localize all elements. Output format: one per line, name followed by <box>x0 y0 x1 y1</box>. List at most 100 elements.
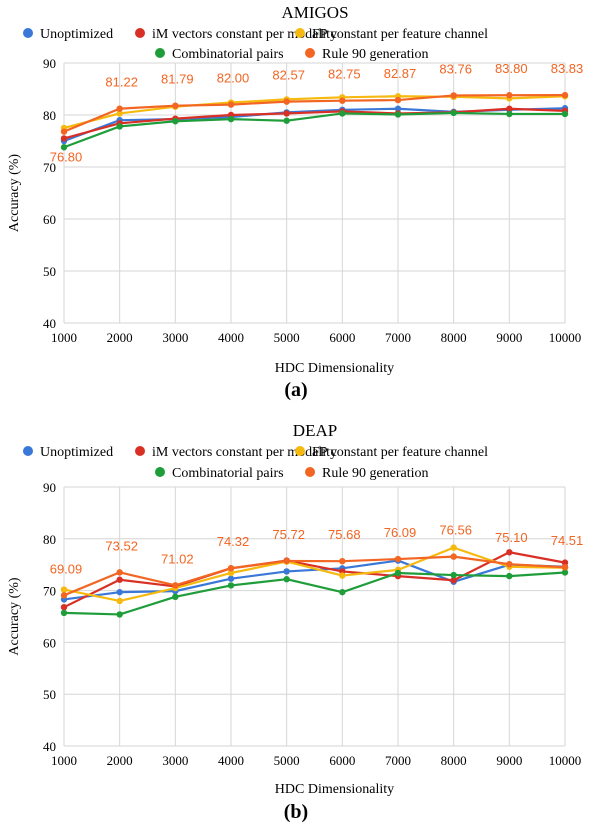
data-point <box>561 559 569 566</box>
data-label: 74.51 <box>551 533 584 548</box>
x-tick-label: 1000 <box>51 753 77 768</box>
y-tick-label: 60 <box>43 212 56 227</box>
data-point <box>339 97 346 104</box>
legend-marker <box>135 446 145 456</box>
data-point <box>450 571 457 579</box>
data-label: 73.52 <box>105 538 138 553</box>
data-point <box>506 549 513 556</box>
data-point <box>172 582 179 589</box>
data-label: 76.09 <box>384 525 417 540</box>
y-axis-title: Accuracy (%) <box>7 577 22 655</box>
data-point <box>450 92 457 99</box>
y-tick-label: 70 <box>43 584 56 599</box>
data-point <box>60 128 68 135</box>
legend-item: iM vectors constant per modality <box>135 27 337 42</box>
y-tick-label: 70 <box>43 160 56 175</box>
y-tick-label: 90 <box>43 480 56 495</box>
data-label: 83.80 <box>495 61 528 76</box>
data-point <box>561 110 569 118</box>
data-point <box>283 98 290 105</box>
series-combinatorial-pairs <box>60 569 569 618</box>
x-tick-label: 1000 <box>51 330 77 345</box>
x-tick-label: 9000 <box>496 330 522 345</box>
series-line <box>63 107 566 140</box>
data-point <box>283 568 290 575</box>
data-point <box>116 588 123 596</box>
chart-title: DEAP <box>293 421 337 440</box>
x-tick-label: 10000 <box>549 330 582 345</box>
data-label: 83.76 <box>439 61 472 76</box>
data-point <box>506 92 513 99</box>
x-tick-label: 4000 <box>218 330 244 345</box>
data-point <box>116 611 123 618</box>
x-tick-label: 2000 <box>107 753 133 768</box>
data-label: 82.87 <box>384 66 417 81</box>
data-point <box>450 553 457 560</box>
data-point <box>283 117 290 124</box>
data-point <box>394 96 402 104</box>
data-label: 83.83 <box>551 61 584 76</box>
series-line <box>63 555 566 597</box>
x-tick-label: 3000 <box>162 330 188 345</box>
data-point <box>506 105 513 112</box>
data-point <box>339 557 346 565</box>
series-combinatorial-pairs <box>60 109 569 151</box>
y-tick-label: 40 <box>43 316 56 331</box>
x-axis-title: HDC Dimensionality <box>275 782 394 797</box>
series-line <box>63 546 566 603</box>
data-point <box>506 560 513 568</box>
legend-item: Combinatorial pairs <box>155 466 284 481</box>
x-tick-label: 6000 <box>329 330 355 345</box>
data-point <box>116 110 123 117</box>
series-line <box>63 93 566 133</box>
legend-marker <box>295 446 305 456</box>
x-tick-label: 5000 <box>274 330 300 345</box>
legend-label: Combinatorial pairs <box>172 466 284 481</box>
series-im-vectors-constant-per-modality <box>60 549 569 611</box>
legend-item: FP constant per feature channel <box>295 27 488 42</box>
data-label: 76.80 <box>50 150 83 165</box>
data-label: 71.02 <box>161 551 194 566</box>
chart-title: AMIGOS <box>281 3 348 22</box>
legend-label: Rule 90 generation <box>322 466 429 481</box>
y-tick-label: 60 <box>43 635 56 650</box>
legend-label: FP constant per feature channel <box>312 27 488 42</box>
legend-marker <box>305 467 315 477</box>
legend-item: Rule 90 generation <box>305 47 429 62</box>
y-tick-label: 40 <box>43 739 56 754</box>
data-label: 76.56 <box>439 523 472 538</box>
legend-label: iM vectors constant per modality <box>152 445 337 460</box>
panel-label: (b) <box>284 801 308 823</box>
legend-item: Unoptimized <box>23 445 113 460</box>
data-label: 75.68 <box>328 527 361 542</box>
data-point <box>561 91 569 99</box>
series-unoptimized <box>60 557 569 603</box>
x-tick-label: 9000 <box>496 753 522 768</box>
x-tick-label: 3000 <box>162 753 188 768</box>
data-point <box>506 572 513 580</box>
x-tick-label: 2000 <box>107 330 133 345</box>
x-tick-label: 7000 <box>385 330 411 345</box>
data-label: 74.32 <box>217 534 250 549</box>
data-point <box>506 110 513 118</box>
data-point <box>116 105 123 112</box>
data-label: 75.72 <box>272 527 305 542</box>
data-point <box>450 109 457 117</box>
series-rule-90-generation: 76.80 81.22 81.79 82.00 82.57 82.75 82.87 83.76… <box>50 61 584 165</box>
legend-item: Unoptimized <box>23 27 113 42</box>
data-point <box>116 569 123 576</box>
x-tick-label: 7000 <box>385 753 411 768</box>
legend-label: FP constant per feature channel <box>312 445 488 460</box>
data-point <box>394 111 402 118</box>
series-line <box>63 551 566 609</box>
y-tick-label: 80 <box>43 532 56 547</box>
data-point <box>227 569 235 577</box>
x-tick-label: 6000 <box>329 753 355 768</box>
legend-item: Rule 90 generation <box>305 466 429 481</box>
data-point <box>283 557 290 565</box>
data-label: 69.09 <box>50 561 83 576</box>
data-point <box>172 102 179 109</box>
data-point <box>450 577 457 584</box>
data-point <box>450 544 457 551</box>
data-point <box>561 569 569 576</box>
